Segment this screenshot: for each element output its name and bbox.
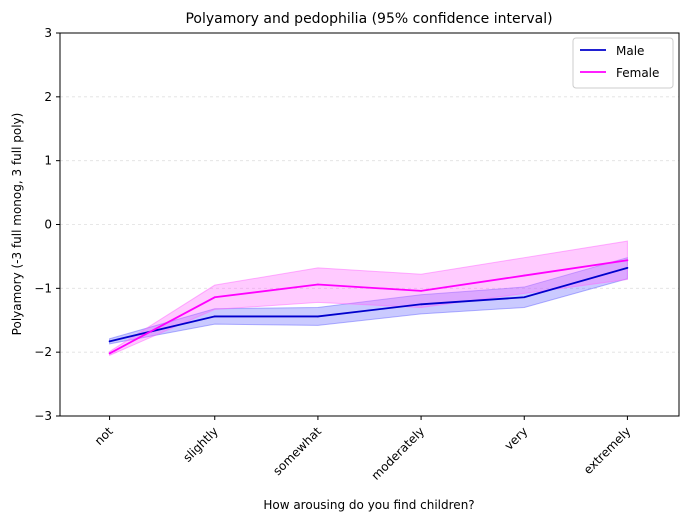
legend: Male Female — [572, 37, 674, 89]
data-point-female — [213, 296, 216, 299]
data-point-female — [420, 289, 422, 292]
y-tick-label: 1 — [44, 154, 52, 168]
chart-title: Polyamory and pedophilia (95% confidence… — [185, 11, 552, 27]
y-tick-label: 2 — [44, 90, 52, 104]
y-tick-label: 0 — [44, 218, 52, 232]
data-point-female — [626, 259, 629, 262]
data-point-female — [317, 283, 319, 286]
x-tick-label-moderately: moderately — [369, 424, 428, 483]
x-tick-label-somewhat: somewhat — [270, 424, 324, 478]
x-tick-label-not: not — [92, 424, 116, 448]
series-line-female — [109, 259, 628, 355]
series-lines — [108, 259, 629, 355]
y-tick-label: 3 — [44, 26, 52, 40]
data-point-male — [523, 296, 526, 299]
confidence-bands — [109, 240, 628, 357]
x-axis-ticks: not slightly somewhat moderately very extreme… — [92, 416, 634, 483]
series-line-male — [109, 267, 628, 343]
data-point-male — [626, 267, 629, 269]
y-tick-label: −3 — [34, 409, 52, 423]
data-point-male — [108, 340, 111, 343]
x-axis-label: How arousing do you find children? — [263, 498, 474, 512]
data-point-female — [523, 274, 526, 277]
grid-lines — [60, 32, 679, 417]
confidence-band-female — [109, 240, 628, 357]
x-tick-label-very: very — [502, 424, 531, 453]
data-point-male — [317, 315, 319, 318]
x-tick-label-extremely: extremely — [581, 424, 634, 477]
y-tick-label: −1 — [34, 281, 52, 295]
legend-label-female: Female — [616, 66, 659, 80]
y-axis-label: Polyamory (-3 full monog, 3 full poly) — [10, 113, 24, 336]
x-tick-label-slightly: slightly — [180, 424, 221, 465]
data-point-male — [420, 303, 422, 306]
data-point-female — [108, 352, 111, 355]
y-axis-ticks: −3 −2 −1 0 1 2 3 — [34, 26, 60, 423]
y-tick-label: −2 — [34, 345, 52, 359]
legend-label-male: Male — [616, 44, 644, 58]
data-point-male — [213, 315, 216, 318]
